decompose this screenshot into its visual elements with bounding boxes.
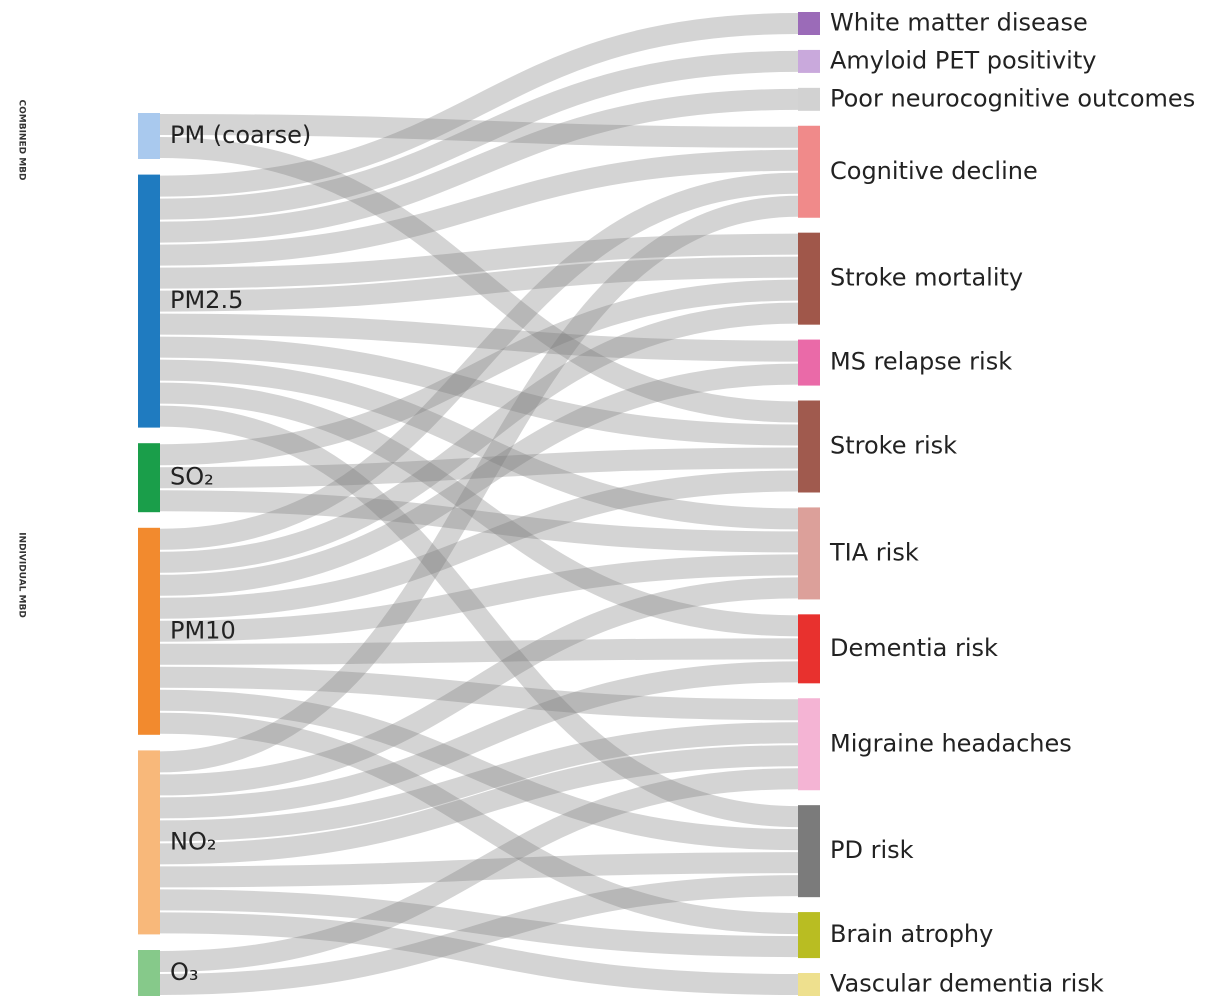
target-label: Stroke risk bbox=[830, 432, 957, 460]
link bbox=[159, 889, 799, 958]
link bbox=[159, 722, 799, 842]
link bbox=[159, 470, 799, 619]
target-node bbox=[798, 400, 820, 493]
link bbox=[159, 554, 799, 642]
link bbox=[159, 912, 799, 995]
source-label: PM (coarse) bbox=[170, 121, 311, 149]
target-label: White matter disease bbox=[830, 9, 1088, 37]
link bbox=[159, 13, 799, 197]
link bbox=[159, 279, 799, 466]
link bbox=[159, 50, 799, 220]
source-label: SO₂ bbox=[170, 463, 214, 491]
link bbox=[159, 405, 799, 828]
target-label: Poor neurocognitive outcomes bbox=[830, 84, 1195, 112]
link bbox=[159, 195, 799, 773]
side-label: INDIVIDUAL MBD bbox=[17, 532, 27, 618]
target-node bbox=[798, 912, 820, 959]
link bbox=[159, 661, 799, 819]
link bbox=[159, 313, 799, 362]
target-node bbox=[798, 339, 820, 386]
side-label: COMBINED MBD bbox=[17, 100, 27, 181]
target-node bbox=[798, 973, 820, 996]
target-label: Brain atrophy bbox=[830, 920, 993, 948]
link bbox=[159, 256, 799, 312]
target-label: PD risk bbox=[830, 836, 914, 864]
link bbox=[159, 363, 799, 596]
target-label: MS relapse risk bbox=[830, 348, 1012, 376]
target-label: Migraine headaches bbox=[830, 729, 1072, 757]
link bbox=[159, 638, 799, 665]
link bbox=[159, 382, 799, 637]
source-label: PM10 bbox=[170, 616, 236, 644]
link bbox=[159, 577, 799, 796]
link bbox=[159, 712, 799, 935]
source-label: PM2.5 bbox=[170, 286, 243, 314]
target-node bbox=[798, 614, 820, 684]
link bbox=[159, 359, 799, 530]
source-node bbox=[138, 113, 160, 159]
target-node bbox=[798, 507, 820, 600]
target-label: Stroke mortality bbox=[830, 264, 1023, 292]
link bbox=[159, 114, 799, 148]
source-node bbox=[138, 950, 160, 996]
link bbox=[159, 88, 799, 243]
target-node bbox=[798, 12, 820, 35]
link bbox=[159, 852, 799, 888]
link bbox=[159, 149, 799, 266]
target-node bbox=[798, 232, 820, 325]
link bbox=[159, 233, 799, 289]
link bbox=[159, 666, 799, 721]
target-label: Vascular dementia risk bbox=[830, 970, 1104, 998]
source-label: NO₂ bbox=[170, 827, 216, 855]
link bbox=[159, 302, 799, 573]
link bbox=[159, 336, 799, 446]
source-node bbox=[138, 750, 160, 935]
target-node bbox=[798, 805, 820, 898]
target-node bbox=[798, 49, 820, 73]
target-label: Amyloid PET positivity bbox=[830, 46, 1096, 74]
target-node bbox=[798, 125, 820, 218]
link bbox=[159, 745, 799, 865]
link bbox=[159, 172, 799, 550]
link bbox=[159, 490, 799, 553]
source-label: O₃ bbox=[170, 958, 199, 986]
target-label: Cognitive decline bbox=[830, 157, 1038, 185]
source-node bbox=[138, 174, 160, 428]
source-node bbox=[138, 527, 160, 735]
link bbox=[159, 137, 799, 423]
target-node bbox=[798, 87, 820, 111]
source-node bbox=[138, 443, 160, 513]
link bbox=[159, 768, 799, 972]
target-label: TIA risk bbox=[829, 538, 919, 566]
link bbox=[159, 689, 799, 851]
link bbox=[159, 447, 799, 489]
target-node bbox=[798, 698, 820, 791]
link bbox=[159, 875, 799, 995]
links bbox=[159, 13, 799, 995]
target-label: Dementia risk bbox=[830, 634, 998, 662]
